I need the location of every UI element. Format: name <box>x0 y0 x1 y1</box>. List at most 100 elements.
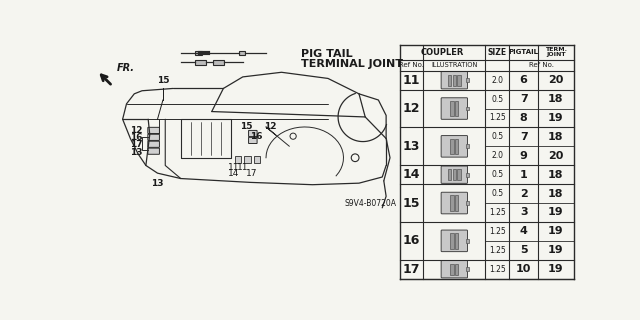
Text: 1.25: 1.25 <box>489 265 506 274</box>
Text: 1: 1 <box>520 170 527 180</box>
FancyBboxPatch shape <box>455 195 458 211</box>
Text: 14: 14 <box>228 169 239 178</box>
Text: 10: 10 <box>516 264 531 274</box>
FancyBboxPatch shape <box>239 51 245 55</box>
FancyBboxPatch shape <box>466 267 469 271</box>
Text: 8: 8 <box>520 113 527 123</box>
Text: 14: 14 <box>403 168 420 181</box>
FancyBboxPatch shape <box>148 141 159 147</box>
FancyBboxPatch shape <box>452 169 456 180</box>
FancyBboxPatch shape <box>248 131 257 137</box>
Text: 0.5: 0.5 <box>492 95 504 104</box>
FancyBboxPatch shape <box>458 169 461 180</box>
FancyBboxPatch shape <box>451 195 454 211</box>
FancyBboxPatch shape <box>466 201 469 205</box>
Text: 18: 18 <box>548 170 564 180</box>
FancyBboxPatch shape <box>455 139 458 154</box>
FancyBboxPatch shape <box>244 156 250 163</box>
Text: 17: 17 <box>130 140 143 149</box>
Text: 3: 3 <box>520 207 527 218</box>
Text: 2.0: 2.0 <box>492 151 503 160</box>
FancyBboxPatch shape <box>148 148 159 154</box>
Text: 0.5: 0.5 <box>492 170 504 179</box>
Text: 13: 13 <box>131 148 143 157</box>
FancyBboxPatch shape <box>466 239 469 243</box>
FancyBboxPatch shape <box>441 71 467 89</box>
FancyBboxPatch shape <box>195 51 202 55</box>
FancyBboxPatch shape <box>466 78 469 82</box>
Text: 17: 17 <box>403 263 420 276</box>
Text: PIGTAIL: PIGTAIL <box>509 49 539 55</box>
Text: PIG TAIL: PIG TAIL <box>301 49 353 59</box>
FancyBboxPatch shape <box>455 101 458 116</box>
Text: 16: 16 <box>131 133 143 142</box>
Text: 17: 17 <box>246 169 257 178</box>
FancyBboxPatch shape <box>451 139 454 154</box>
Text: 19: 19 <box>548 264 564 274</box>
Text: 19: 19 <box>548 226 564 236</box>
FancyBboxPatch shape <box>441 136 467 157</box>
Text: 12: 12 <box>264 123 276 132</box>
Text: 0.5: 0.5 <box>492 189 504 198</box>
Text: 11: 11 <box>403 74 420 87</box>
Text: 2.0: 2.0 <box>492 76 503 85</box>
FancyBboxPatch shape <box>451 233 454 249</box>
Text: SIZE: SIZE <box>488 48 507 57</box>
FancyBboxPatch shape <box>148 127 159 133</box>
FancyBboxPatch shape <box>466 144 469 148</box>
FancyBboxPatch shape <box>455 264 458 275</box>
FancyBboxPatch shape <box>452 75 456 86</box>
FancyBboxPatch shape <box>441 230 467 252</box>
FancyBboxPatch shape <box>441 192 467 214</box>
Text: 6: 6 <box>520 75 527 85</box>
Text: 16: 16 <box>250 132 263 141</box>
Text: 7: 7 <box>520 94 527 104</box>
Text: Ref No.: Ref No. <box>529 62 554 68</box>
Text: 13: 13 <box>151 180 164 188</box>
Text: FR.: FR. <box>116 63 134 73</box>
Text: 1.25: 1.25 <box>489 246 506 255</box>
FancyBboxPatch shape <box>448 169 451 180</box>
Text: 19: 19 <box>548 245 564 255</box>
Text: 19: 19 <box>548 207 564 218</box>
FancyBboxPatch shape <box>195 60 205 65</box>
FancyBboxPatch shape <box>441 260 467 278</box>
Text: 5: 5 <box>520 245 527 255</box>
Text: 9: 9 <box>520 151 527 161</box>
FancyBboxPatch shape <box>441 166 467 183</box>
FancyBboxPatch shape <box>451 264 454 275</box>
Text: Ref No.: Ref No. <box>399 62 424 68</box>
Text: 7: 7 <box>520 132 527 142</box>
FancyBboxPatch shape <box>466 107 469 110</box>
Text: S9V4-B0720A: S9V4-B0720A <box>344 199 396 208</box>
Text: 13: 13 <box>403 140 420 153</box>
Text: 18: 18 <box>548 94 564 104</box>
FancyBboxPatch shape <box>213 60 224 65</box>
Text: COUPLER: COUPLER <box>421 48 465 57</box>
Text: 0.5: 0.5 <box>492 132 504 141</box>
Text: 4: 4 <box>520 226 527 236</box>
Text: TERMINAL JOINT: TERMINAL JOINT <box>301 59 403 69</box>
FancyBboxPatch shape <box>455 233 458 249</box>
Text: TERM.
JOINT: TERM. JOINT <box>545 47 567 58</box>
Text: ILLUSTRATION: ILLUSTRATION <box>431 62 477 68</box>
Text: 16: 16 <box>403 234 420 247</box>
Text: 20: 20 <box>548 151 564 161</box>
Text: 1.25: 1.25 <box>489 227 506 236</box>
Text: 2: 2 <box>520 188 527 199</box>
Text: 18: 18 <box>548 132 564 142</box>
Text: 15: 15 <box>239 123 252 132</box>
Text: 12: 12 <box>403 102 420 115</box>
Text: 15: 15 <box>157 76 169 85</box>
Text: 12: 12 <box>131 126 143 135</box>
FancyBboxPatch shape <box>253 156 260 163</box>
FancyBboxPatch shape <box>448 75 451 86</box>
FancyBboxPatch shape <box>441 98 467 119</box>
Text: 15: 15 <box>403 196 420 210</box>
FancyBboxPatch shape <box>248 137 257 143</box>
Text: 20: 20 <box>548 75 564 85</box>
FancyBboxPatch shape <box>148 134 159 140</box>
Text: 1.25: 1.25 <box>489 114 506 123</box>
Text: 11: 11 <box>228 163 239 172</box>
Text: 11: 11 <box>237 163 248 172</box>
